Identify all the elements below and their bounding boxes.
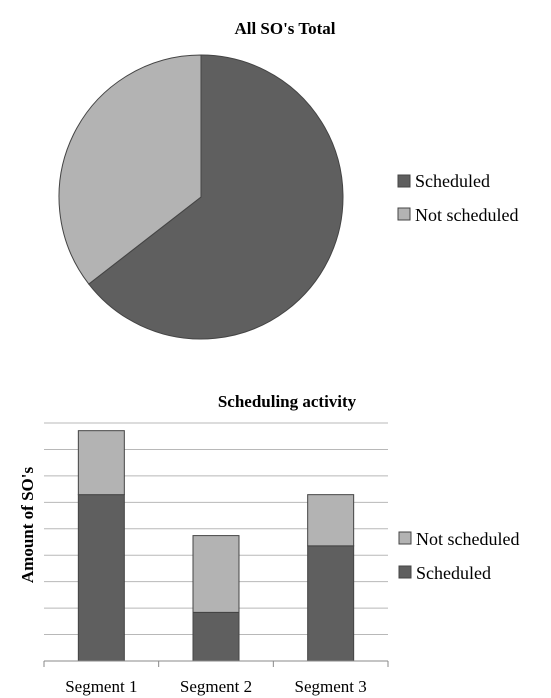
bar-segment-2-not-scheduled (192, 535, 240, 613)
bar-legend-label-scheduled: Scheduled (416, 563, 491, 583)
bar-segment-3-not-scheduled (307, 494, 355, 547)
bar-legend-swatch-not-scheduled (398, 531, 412, 545)
pie-legend-swatch-not-scheduled (397, 207, 411, 221)
pie-slice-scheduled (88, 54, 344, 340)
pie-chart (58, 54, 344, 340)
bar-segment-3-scheduled (307, 545, 355, 662)
bar-axes (43, 660, 389, 667)
pie-title: All SO's Total (234, 19, 335, 38)
pie-legend-label-not-scheduled: Not scheduled (415, 205, 518, 225)
pie-slice-not-scheduled (58, 54, 202, 285)
bar-segment-1-scheduled (77, 494, 125, 662)
bar-series (77, 430, 355, 662)
pie-legend-swatch-scheduled (397, 174, 411, 188)
bar-x-tick-label-segment-3: Segment 3 (295, 677, 367, 696)
pie-legend: Scheduled Not scheduled (397, 171, 518, 225)
bar-legend: Not scheduled Scheduled (398, 529, 519, 583)
bar-legend-label-not-scheduled: Not scheduled (416, 529, 519, 549)
bar-y-axis-label: Amount of SO's (18, 467, 37, 584)
bar-title: Scheduling activity (218, 392, 357, 411)
bar-segment-2-scheduled (192, 611, 240, 662)
bar-legend-swatch-scheduled (398, 565, 412, 579)
bar-x-tick-label-segment-1: Segment 1 (65, 677, 137, 696)
bar-x-tick-labels: Segment 1 Segment 2 Segment 3 (65, 677, 367, 696)
bar-x-tick-label-segment-2: Segment 2 (180, 677, 252, 696)
pie-legend-label-scheduled: Scheduled (415, 171, 490, 191)
bar-segment-1-not-scheduled (77, 430, 125, 496)
